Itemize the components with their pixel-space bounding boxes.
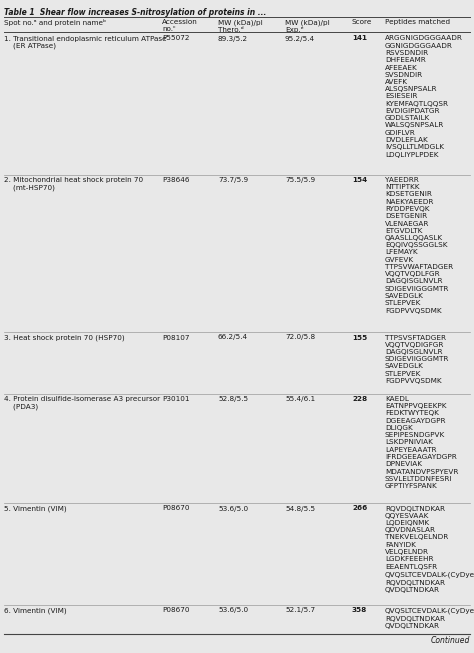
Text: 54.8/5.5: 54.8/5.5 (285, 505, 315, 511)
Text: Continued: Continued (430, 636, 470, 645)
Text: KAEDL
EATNPPVQEEKPK
FEDKTWYTEQK
DGEEAGAYDGPR
DLIQGK
SEPIPESNDGPVK
LSKDPNIVIAK
LA: KAEDL EATNPPVQEEKPK FEDKTWYTEQK DGEEAGAY… (385, 396, 458, 489)
Text: 3. Heat shock protein 70 (HSP70): 3. Heat shock protein 70 (HSP70) (4, 334, 125, 341)
Text: Table 1  Shear flow increases S-nitrosylation of proteins in ...: Table 1 Shear flow increases S-nitrosyla… (4, 8, 266, 17)
Text: P08107: P08107 (162, 334, 190, 340)
Text: 2. Mitochondrial heat shock protein 70
    (mt-HSP70): 2. Mitochondrial heat shock protein 70 (… (4, 177, 143, 191)
Text: 66.2/5.4: 66.2/5.4 (218, 334, 248, 340)
Text: P38646: P38646 (162, 177, 190, 183)
Text: Peptides matched: Peptides matched (385, 19, 450, 25)
Text: 4. Protein disulfide-isomerase A3 precursor
    (PDA3): 4. Protein disulfide-isomerase A3 precur… (4, 396, 160, 409)
Text: Spot no.ᵃ and protein nameᵇ: Spot no.ᵃ and protein nameᵇ (4, 19, 106, 26)
Text: 358: 358 (352, 607, 367, 613)
Text: 53.6/5.0: 53.6/5.0 (218, 505, 248, 511)
Text: 53.6/5.0: 53.6/5.0 (218, 607, 248, 613)
Text: 154: 154 (352, 177, 367, 183)
Text: 1. Transitional endoplasmic reticulum ATPase
    (ER ATPase): 1. Transitional endoplasmic reticulum AT… (4, 35, 167, 49)
Text: QVQSLTCEVDALK-(CyDye)ᶠ
RQVDQLTNDKAR
QVDQLTNDKAR: QVQSLTCEVDALK-(CyDye)ᶠ RQVDQLTNDKAR QVDQ… (385, 607, 474, 629)
Text: 73.7/5.9: 73.7/5.9 (218, 177, 248, 183)
Text: P08670: P08670 (162, 505, 190, 511)
Text: P08670: P08670 (162, 607, 190, 613)
Text: 228: 228 (352, 396, 367, 402)
Text: RQVDQLTNDKAR
QQYESVAAK
LQDEIQNMK
QDVDNASLAR
TNEKVELQELNDR
FANYIDK
VELQELNDR
LGDK: RQVDQLTNDKAR QQYESVAAK LQDEIQNMK QDVDNAS… (385, 505, 474, 593)
Text: 155: 155 (352, 334, 367, 340)
Text: TTPSVSFTADGER
VQQTVQDIGFGR
DAGQISGLNVLR
SDIGEVIIGGGMTR
SAVEDGLK
STLEPVEK
FGDPVVQ: TTPSVSFTADGER VQQTVQDIGFGR DAGQISGLNVLR … (385, 334, 449, 384)
Text: Accession
no.ᶜ: Accession no.ᶜ (162, 19, 198, 32)
Text: 52.1/5.7: 52.1/5.7 (285, 607, 315, 613)
Text: 75.5/5.9: 75.5/5.9 (285, 177, 315, 183)
Text: 52.8/5.5: 52.8/5.5 (218, 396, 248, 402)
Text: Score: Score (352, 19, 373, 25)
Text: 141: 141 (352, 35, 367, 42)
Text: MW (kDa)/pI
Thero.ᵈ: MW (kDa)/pI Thero.ᵈ (218, 19, 263, 33)
Text: P30101: P30101 (162, 396, 190, 402)
Text: 6. Vimentin (VIM): 6. Vimentin (VIM) (4, 607, 67, 614)
Text: 95.2/5.4: 95.2/5.4 (285, 35, 315, 42)
Text: 55.4/6.1: 55.4/6.1 (285, 396, 315, 402)
Text: MW (kDa)/pI
Exp.ᵉ: MW (kDa)/pI Exp.ᵉ (285, 19, 330, 33)
Text: P55072: P55072 (162, 35, 190, 42)
Text: 89.3/5.2: 89.3/5.2 (218, 35, 248, 42)
Text: YAEEDRR
NTTIPTKK
KDSETGENIR
NAEKYAEEDR
RYDDPEVQK
DSETGENIR
VLENAEGAR
ETGVDLTK
QA: YAEEDRR NTTIPTKK KDSETGENIR NAEKYAEEDR R… (385, 177, 453, 313)
Text: ARGGNIGDGGGAADR
GGNIGDGGGAADR
RSVSDNDIR
DHFEEAMR
AFEEAEK
SVSDNDIR
AVEFK
ALSQSNPS: ARGGNIGDGGGAADR GGNIGDGGGAADR RSVSDNDIR … (385, 35, 463, 157)
Text: 266: 266 (352, 505, 367, 511)
Text: 72.0/5.8: 72.0/5.8 (285, 334, 315, 340)
Text: 5. Vimentin (VIM): 5. Vimentin (VIM) (4, 505, 67, 512)
